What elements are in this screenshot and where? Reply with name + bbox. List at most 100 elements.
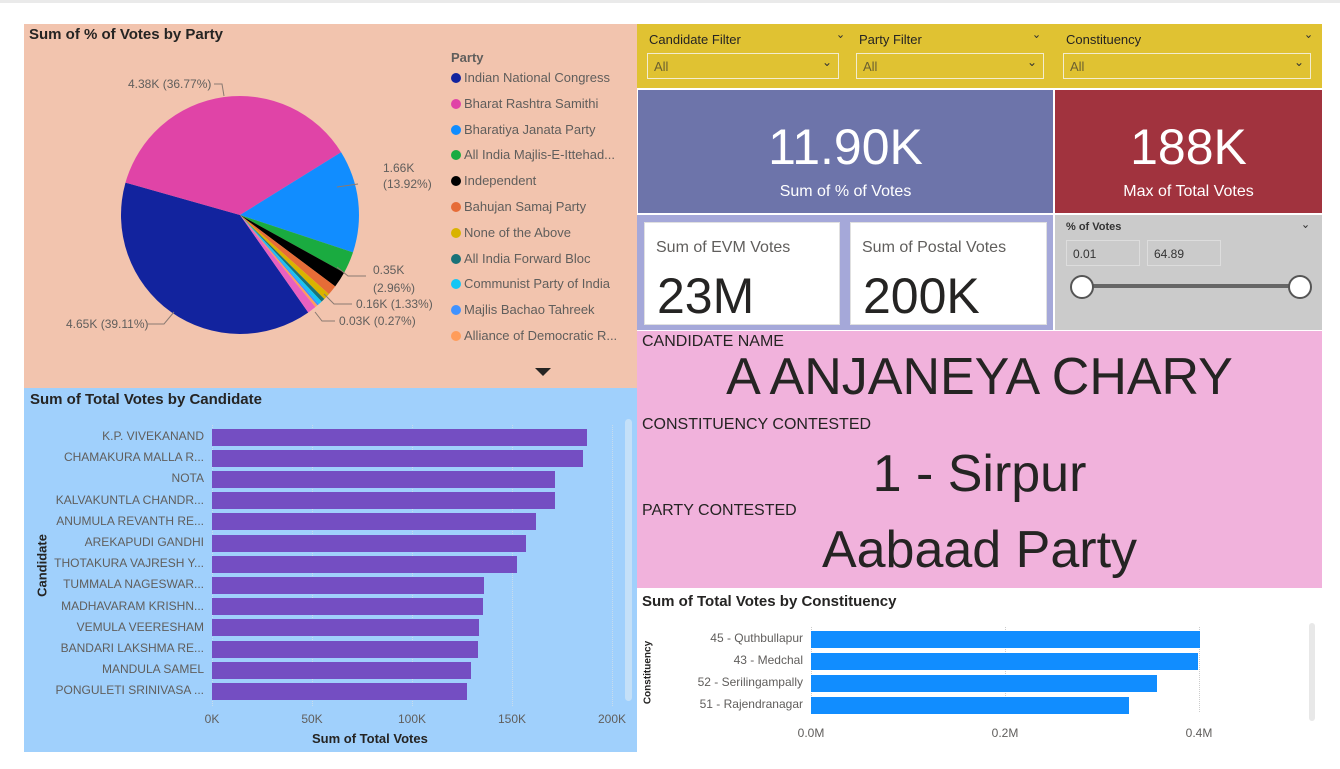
- legend-item[interactable]: None of the Above: [451, 225, 571, 240]
- constituency-filter-dropdown[interactable]: All ⌄: [1063, 53, 1311, 79]
- range-slider-max-handle[interactable]: [1288, 275, 1312, 299]
- candidate-chart-scrollbar[interactable]: [625, 419, 632, 701]
- pie-slice-11[interactable]: [240, 215, 316, 313]
- legend-item[interactable]: Bahujan Samaj Party: [451, 199, 586, 214]
- sum-pct-votes-label: Sum of % of Votes: [779, 183, 912, 200]
- legend-label: All India Majlis-E-Ittehad...: [464, 147, 616, 163]
- legend-item[interactable]: Alliance of Democratic R...: [451, 328, 617, 343]
- max-total-votes-label: Max of Total Votes: [1123, 183, 1254, 200]
- leader-line: [214, 83, 225, 97]
- party-filter[interactable]: Party Filter ⌄: [859, 27, 1041, 48]
- legend-item[interactable]: All India Forward Bloc: [451, 251, 590, 266]
- legend-item[interactable]: Indian National Congress: [451, 70, 610, 85]
- leader-line: [323, 293, 352, 305]
- range-slider-track[interactable]: [1081, 284, 1301, 288]
- filter-bar: Candidate Filter ⌄ All ⌄ Party Filter ⌄ A…: [637, 24, 1322, 88]
- legend-dot-icon: [451, 150, 461, 161]
- top-border: [0, 0, 1340, 3]
- pie-chart: 4.38K (36.77%) 1.66K (13.92%) 0.35K (2.96%) 0…: [66, 77, 433, 334]
- candidate-bar-chart-panel: Sum of Total Votes by Candidate 0K 50K 100…: [24, 388, 637, 752]
- legend-label: None of the Above: [464, 224, 571, 240]
- pie-slice-0[interactable]: [120, 182, 309, 334]
- party-filter-value: All: [863, 59, 878, 74]
- candidate-filter-dropdown[interactable]: All ⌄: [647, 53, 839, 79]
- chevron-down-icon[interactable]: ⌄: [1300, 217, 1310, 231]
- leader-line: [314, 311, 335, 322]
- range-min-input[interactable]: 0.01: [1066, 240, 1140, 266]
- legend-label: Communist Party of India: [464, 276, 610, 292]
- bar[interactable]: [212, 449, 583, 467]
- gridline: [612, 425, 613, 706]
- pie-data-label: 4.65K (39.11%): [66, 317, 149, 331]
- chevron-down-icon: ⌄: [1026, 55, 1037, 69]
- max-total-votes-value: 188K: [1130, 119, 1247, 175]
- pie-slice-7[interactable]: [240, 215, 325, 302]
- x-tick-label: 200K: [597, 712, 627, 726]
- bar[interactable]: [212, 661, 471, 679]
- bar[interactable]: [811, 652, 1199, 670]
- legend-scroll-down-icon[interactable]: [535, 368, 551, 376]
- sum-pct-votes-value: 11.90K: [768, 119, 923, 175]
- legend-item[interactable]: Bharat Rashtra Samithi: [451, 96, 598, 111]
- range-slider-min-handle[interactable]: [1070, 275, 1094, 299]
- bar[interactable]: [212, 428, 587, 446]
- pie-slice-5[interactable]: [240, 215, 336, 295]
- bar[interactable]: [811, 696, 1130, 714]
- pie-slice-1[interactable]: [125, 95, 342, 215]
- category-label: KALVAKUNTLA CHANDR...: [55, 492, 204, 507]
- bar[interactable]: [212, 470, 555, 488]
- evm-votes-label: Sum of EVM Votes: [656, 239, 791, 256]
- party-filter-dropdown[interactable]: All ⌄: [856, 53, 1044, 79]
- bar[interactable]: [212, 534, 526, 552]
- pie-data-label: 0.16K (1.33%): [356, 297, 433, 311]
- pie-slice-2[interactable]: [240, 152, 359, 253]
- pie-slice-8[interactable]: [240, 215, 322, 305]
- constituency-filter[interactable]: Constituency ⌄: [1066, 27, 1313, 48]
- candidate-filter[interactable]: Candidate Filter ⌄: [649, 27, 845, 48]
- vote-cards-row: Sum of EVM Votes 23M Sum of Postal Votes…: [637, 215, 1053, 330]
- pie-data-label: 0.03K (0.27%): [339, 314, 416, 328]
- pie-slice-10[interactable]: [240, 215, 318, 308]
- constituency-chart-scrollbar[interactable]: [1309, 623, 1315, 721]
- party-filter-title: Party Filter: [859, 32, 922, 47]
- x-tick-label: 150K: [497, 712, 527, 726]
- bar[interactable]: [811, 630, 1200, 648]
- pie-chart-title: Sum of % of Votes by Party: [29, 26, 223, 43]
- bar[interactable]: [212, 492, 555, 510]
- bar[interactable]: [212, 640, 478, 658]
- legend-item[interactable]: Majlis Bachao Tahreek: [451, 302, 595, 317]
- legend-label: Bharatiya Janata Party: [464, 121, 596, 137]
- chevron-down-icon[interactable]: ⌄: [1303, 27, 1313, 41]
- legend-item[interactable]: Communist Party of India: [451, 276, 610, 291]
- bar[interactable]: [212, 619, 479, 637]
- pie-slice-9[interactable]: [240, 215, 319, 306]
- bar[interactable]: [811, 674, 1158, 692]
- category-label: AREKAPUDI GANDHI: [84, 535, 204, 549]
- legend-item[interactable]: Independent: [451, 173, 536, 188]
- chevron-down-icon[interactable]: ⌄: [835, 27, 845, 41]
- legend-dot-icon: [451, 176, 461, 187]
- range-max-input[interactable]: 64.89: [1147, 240, 1221, 266]
- pie-slice-3[interactable]: [240, 215, 353, 273]
- category-label: 52 - Serilingampally: [697, 675, 803, 689]
- leader-line: [336, 266, 366, 277]
- legend-item[interactable]: All India Majlis-E-Ittehad...: [451, 147, 615, 162]
- category-label: THOTAKURA VAJRESH Y...: [54, 556, 204, 571]
- constituency-contested-value: 1 - Sirpur: [872, 445, 1087, 503]
- party-contested-value: Aabaad Party: [821, 521, 1138, 579]
- bar[interactable]: [212, 576, 484, 594]
- pie-slice-4[interactable]: [240, 215, 345, 287]
- bar[interactable]: [212, 513, 536, 531]
- gridline: [1005, 627, 1006, 712]
- legend-dot-icon: [451, 279, 461, 290]
- candidate-name-value: A ANJANEYA CHARY: [726, 348, 1233, 406]
- legend-label: Indian National Congress: [464, 70, 610, 85]
- chevron-down-icon[interactable]: ⌄: [1031, 27, 1041, 41]
- category-label: 43 - Medchal: [733, 653, 803, 667]
- bar[interactable]: [212, 555, 517, 573]
- pie-slice-6[interactable]: [240, 215, 329, 299]
- bar[interactable]: [212, 682, 467, 700]
- legend-dot-icon: [451, 98, 461, 109]
- legend-item[interactable]: Bharatiya Janata Party: [451, 122, 596, 137]
- bar[interactable]: [212, 598, 483, 616]
